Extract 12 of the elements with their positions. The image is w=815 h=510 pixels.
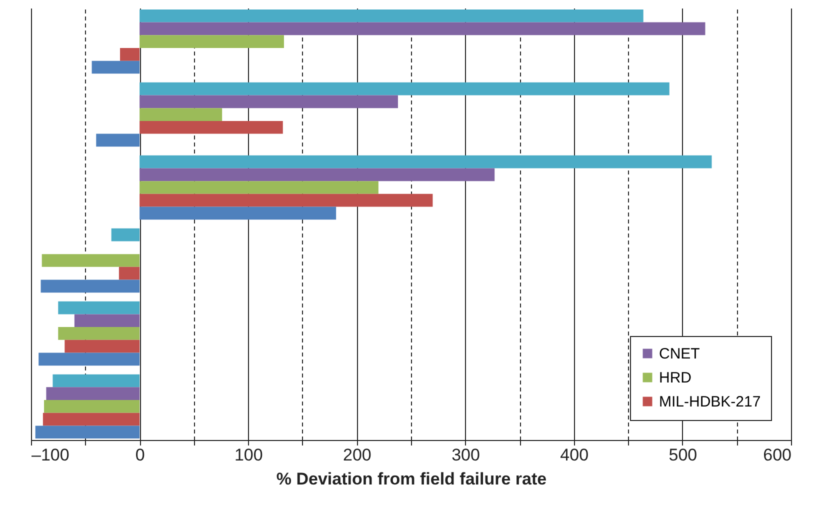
x-tick-label: –100	[32, 446, 70, 464]
x-tick-label: 500	[668, 446, 698, 464]
x-tick-label: 600	[763, 446, 792, 464]
x-tick-label: 300	[452, 446, 480, 464]
x-tick-label: 400	[560, 446, 589, 464]
legend-label: CNET	[659, 346, 700, 362]
x-tick-label: 0	[135, 446, 145, 464]
x-axis-title: % Deviation from field failure rate	[276, 470, 547, 488]
legend-label: MIL-HDBK-217	[659, 394, 761, 410]
x-tick-label: 100	[234, 446, 263, 464]
legend-label: HRD	[659, 370, 692, 386]
x-tick-label: 200	[343, 446, 372, 464]
